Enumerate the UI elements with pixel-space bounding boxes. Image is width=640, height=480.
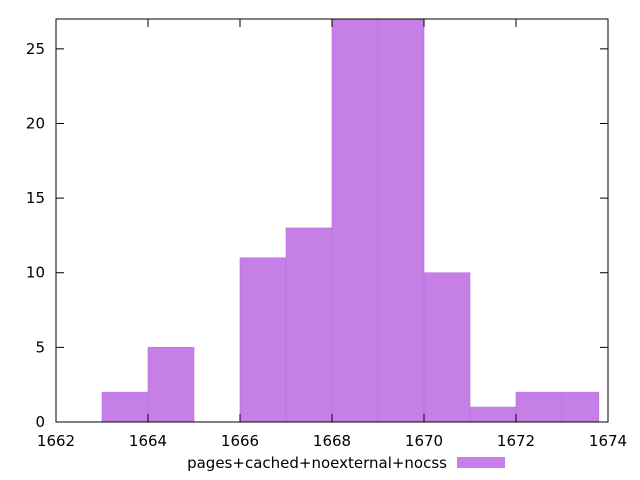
y-tick-label: 25	[26, 40, 45, 58]
bars-group	[101, 18, 600, 423]
x-tick-label: 1674	[589, 432, 627, 450]
y-tick-label: 10	[26, 264, 45, 282]
y-tick-label: 15	[26, 189, 45, 207]
histogram-bar	[561, 391, 600, 423]
histogram-bar	[239, 257, 287, 423]
x-tick-label: 1672	[497, 432, 535, 450]
x-tick-label: 1666	[221, 432, 259, 450]
histogram-bar	[331, 18, 379, 423]
legend-swatch	[457, 457, 505, 468]
histogram-bar	[515, 391, 563, 423]
histogram-bar	[147, 347, 195, 423]
histogram-bar	[285, 227, 333, 423]
y-axis: 0 5 10 15 20 25	[26, 40, 608, 431]
legend-label: pages+cached+noexternal+nocss	[187, 454, 447, 472]
legend: pages+cached+noexternal+nocss	[187, 454, 505, 472]
histogram-bar	[469, 406, 517, 423]
y-tick-label: 20	[26, 114, 45, 132]
histogram-bar	[423, 272, 471, 423]
x-tick-label: 1664	[129, 432, 167, 450]
x-tick-label: 1670	[405, 432, 443, 450]
y-tick-label: 5	[35, 338, 45, 356]
x-tick-label: 1668	[313, 432, 351, 450]
histogram-bar	[377, 18, 425, 423]
histogram-bar	[101, 391, 149, 423]
x-tick-label: 1662	[37, 432, 75, 450]
y-tick-label: 0	[35, 413, 45, 431]
x-axis: 1662 1664 1666 1668 1670 1672 1674	[37, 19, 627, 450]
